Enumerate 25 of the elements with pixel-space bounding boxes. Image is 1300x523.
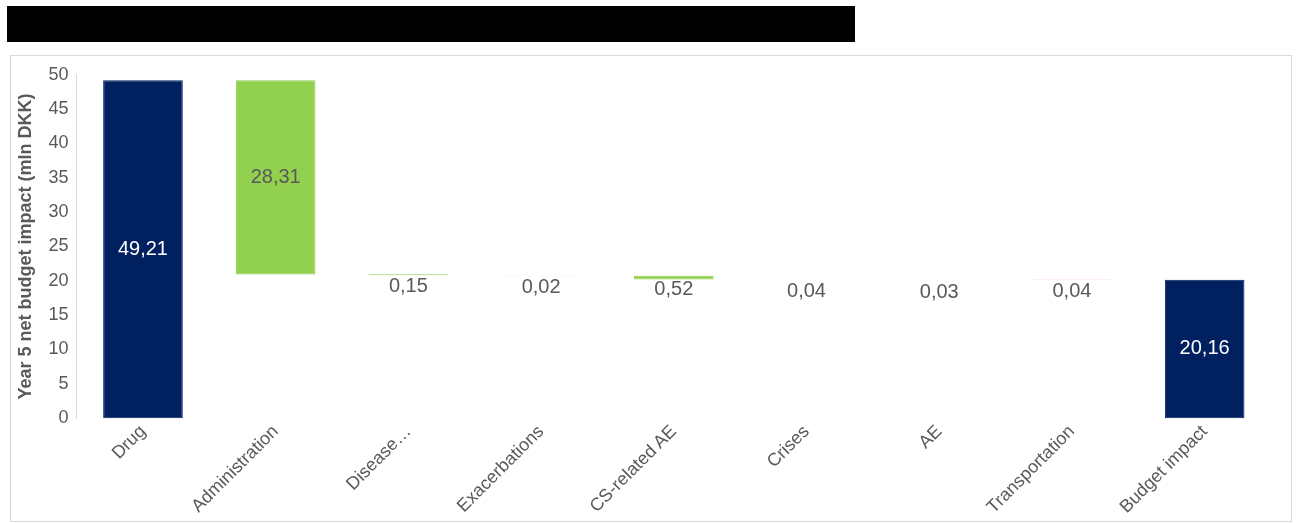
y-tick-label: 50 [48, 63, 69, 84]
y-axis-title: Year 5 net budget impact (mln DKK) [14, 93, 35, 400]
y-tick-label: 25 [48, 235, 69, 256]
data-label: 0,52 [654, 277, 694, 300]
y-tick-label: 40 [48, 132, 69, 153]
data-label: 0,04 [787, 278, 826, 301]
y-tick-label: 5 [58, 372, 69, 393]
bar [235, 80, 316, 275]
data-label: 0,03 [919, 279, 959, 302]
data-label: 49,21 [117, 236, 169, 259]
data-label: 0,02 [521, 275, 561, 298]
y-tick-label: 30 [48, 201, 69, 222]
y-tick-label: 15 [48, 304, 69, 325]
data-label: 0,04 [1052, 279, 1092, 302]
y-tick-label: 10 [48, 338, 69, 359]
y-tick-label: 20 [48, 269, 69, 290]
data-label: 0,15 [388, 274, 428, 297]
data-label: 20,16 [1179, 336, 1230, 359]
bar [103, 80, 183, 419]
bar [1164, 279, 1245, 419]
data-label: 28,31 [250, 164, 301, 187]
x-tick-label: AE [914, 420, 946, 453]
y-tick-label: 35 [48, 166, 69, 187]
y-tick-label: 0 [58, 407, 69, 428]
y-tick-label: 45 [48, 98, 69, 119]
